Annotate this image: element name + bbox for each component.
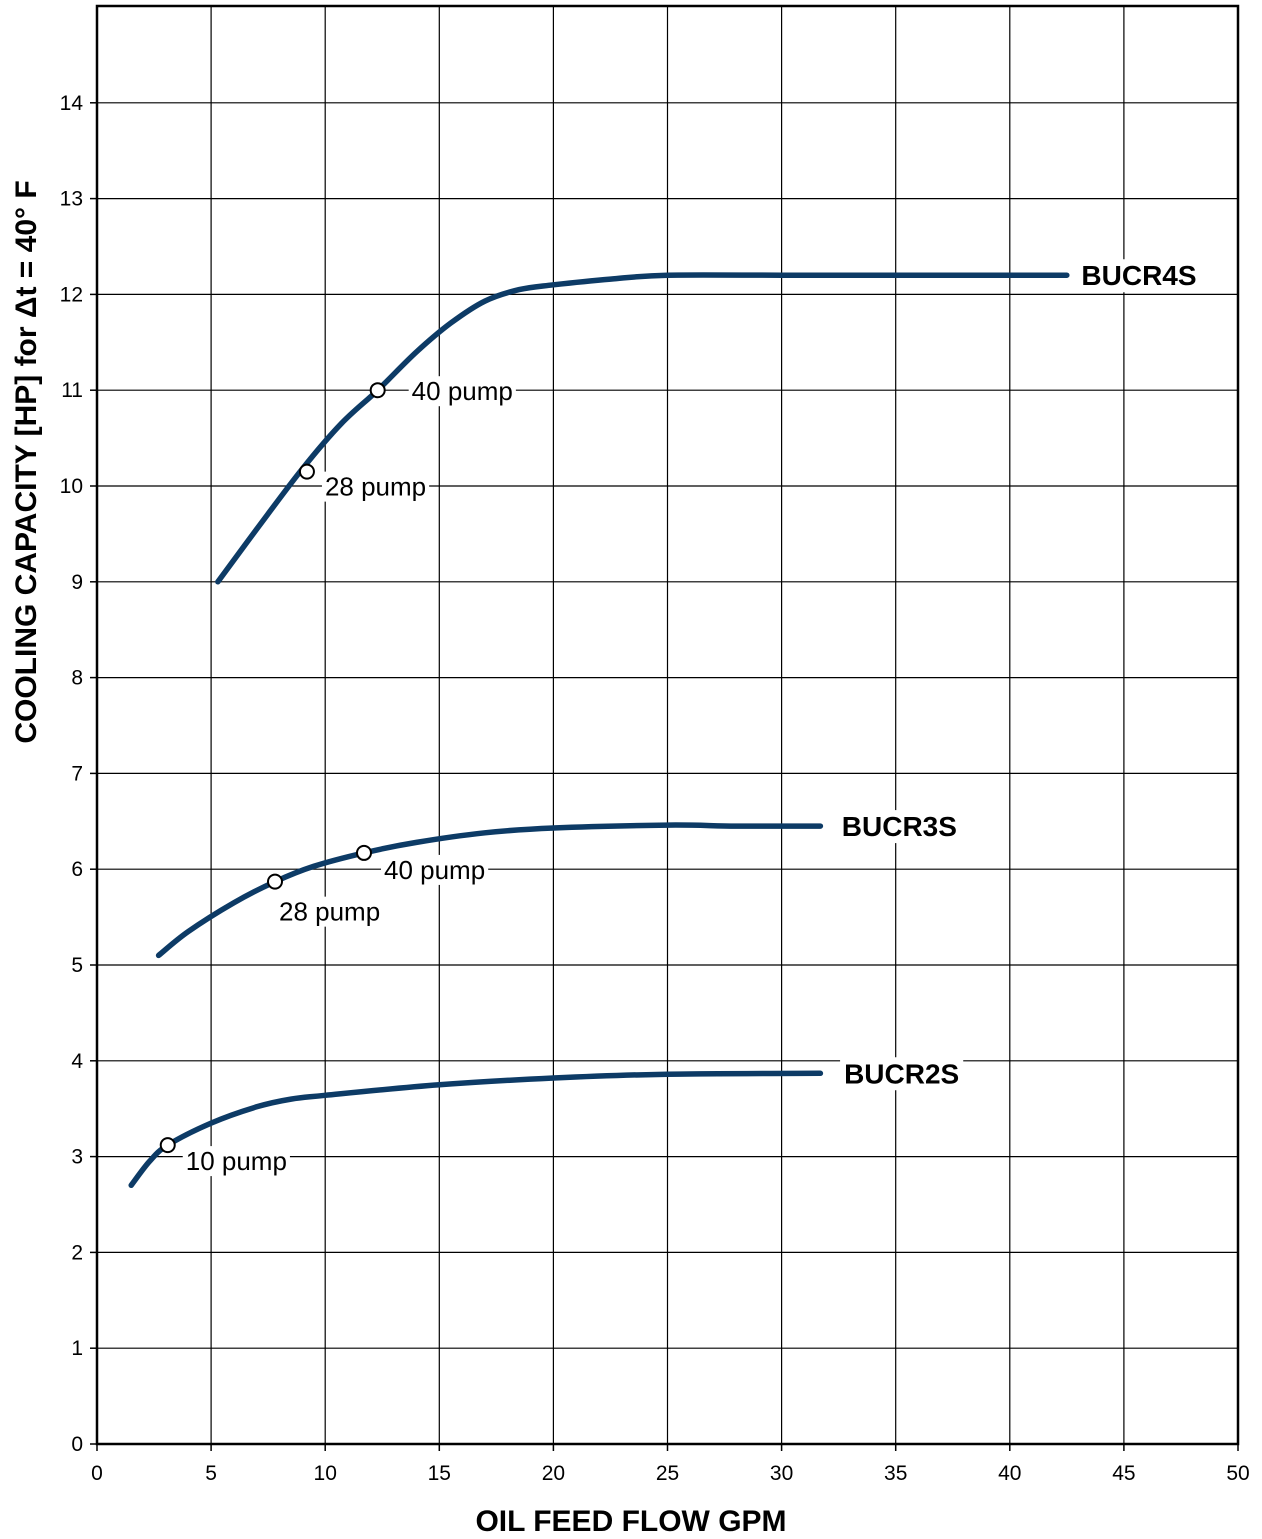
x-tick-label: 30 [770, 1462, 793, 1485]
pump-marker [298, 463, 315, 480]
y-tick-label: 5 [71, 954, 83, 977]
y-tick-label: 12 [60, 283, 83, 306]
pump-label: 40 pump [412, 376, 513, 406]
x-tick-label: 15 [428, 1462, 451, 1485]
y-axis-title: COOLING CAPACITY [HP] for Δt = 40° F [10, 180, 43, 743]
series-line-bucr4s [215, 272, 1070, 585]
x-tick-label: 50 [1226, 1462, 1249, 1485]
y-tick-label: 6 [71, 858, 83, 881]
y-tick-label: 2 [71, 1241, 83, 1264]
y-tick-label: 13 [60, 188, 83, 211]
x-tick-label: 20 [542, 1462, 565, 1485]
pump-marker [369, 382, 386, 399]
y-tick-label: 10 [60, 475, 83, 498]
series-line-bucr3s [155, 822, 824, 959]
pump-label-bg [182, 1146, 290, 1177]
pump-label-bg [408, 376, 516, 407]
pump-markers [159, 382, 386, 1154]
x-tick-label: 35 [884, 1462, 907, 1485]
x-tick-label: 25 [656, 1462, 679, 1485]
series-label-bucr3s: BUCR3S [842, 811, 957, 842]
pump-label: 28 pump [325, 472, 426, 502]
x-tick-label: 5 [205, 1462, 217, 1485]
series-label-bg [1077, 259, 1201, 293]
series-label-bucr4s: BUCR4S [1081, 260, 1196, 291]
y-tick-label: 4 [71, 1050, 83, 1073]
y-tick-label: 9 [71, 571, 83, 594]
pump-label: 10 pump [186, 1146, 287, 1176]
pump-label: 40 pump [384, 855, 485, 885]
y-tick-label: 11 [61, 379, 83, 402]
pump-label: 28 pump [279, 897, 380, 927]
series-label-bg [840, 1057, 964, 1091]
plot-frame [95, 4, 1240, 1446]
series-curves [128, 272, 1070, 1189]
pump-marker [266, 873, 283, 890]
pump-label-bg [380, 854, 489, 885]
y-tick-label: 8 [71, 667, 83, 690]
y-tick-label: 0 [71, 1433, 83, 1456]
y-tick-label: 7 [71, 762, 83, 785]
y-tick-label: 14 [60, 92, 84, 115]
y-tick-label: 3 [71, 1146, 83, 1169]
grid-lines [97, 6, 1238, 1444]
x-tick-label: 40 [998, 1462, 1021, 1485]
x-tick-label: 45 [1112, 1462, 1135, 1485]
x-axis-title: OIL FEED FLOW GPM [475, 1505, 786, 1538]
pump-label-bg [275, 896, 384, 927]
y-tick-label: 1 [71, 1337, 83, 1360]
pump-marker [159, 1137, 176, 1154]
pump-label-bg [321, 471, 430, 502]
pump-marker [355, 844, 372, 861]
x-tick-label: 10 [314, 1462, 337, 1485]
series-label-bg [837, 810, 961, 844]
x-tick-label: 0 [91, 1462, 103, 1485]
series-label-bucr2s: BUCR2S [844, 1058, 959, 1089]
